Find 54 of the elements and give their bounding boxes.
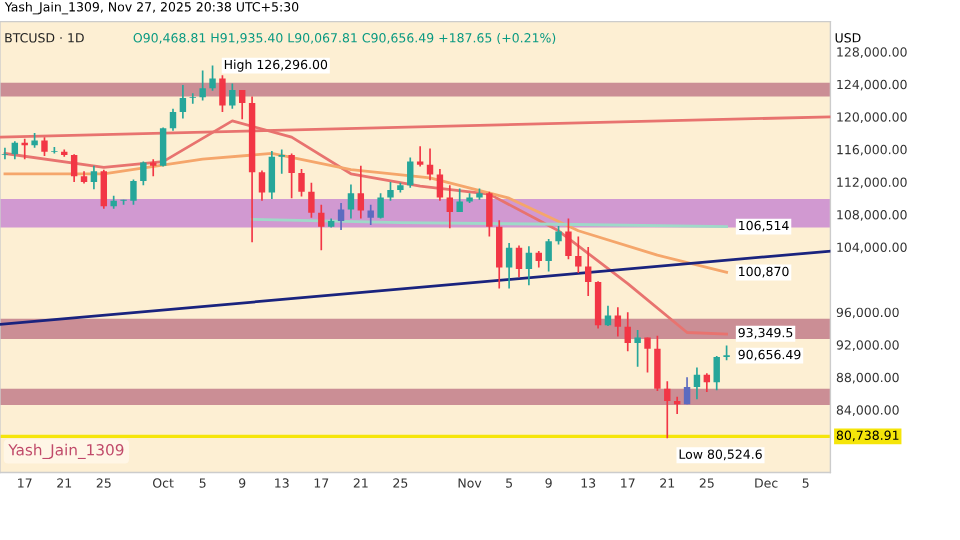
- candlestick: [1, 146, 9, 160]
- candlestick: [298, 168, 305, 198]
- candlestick: [614, 306, 622, 338]
- candlestick: [238, 89, 246, 121]
- candlestick: [584, 246, 592, 297]
- candlestick: [713, 355, 720, 392]
- candlestick: [189, 92, 196, 105]
- candlestick: [624, 311, 631, 353]
- candlestick: [41, 136, 48, 157]
- candlestick: [594, 280, 602, 330]
- candlestick: [258, 169, 266, 202]
- candlestick: [318, 203, 325, 252]
- candlestick: [199, 69, 206, 102]
- candlestick: [683, 376, 691, 405]
- candlestick: [654, 334, 661, 392]
- candlestick: [486, 190, 493, 238]
- candlestick: [634, 329, 641, 368]
- candlestick: [515, 244, 523, 278]
- candlestick: [693, 366, 701, 401]
- candlestick: [644, 336, 651, 374]
- candlestick: [169, 107, 177, 132]
- candlestick: [604, 304, 612, 327]
- candlestick: [377, 192, 384, 220]
- candlestick: [219, 74, 226, 113]
- line-series: [3, 152, 728, 274]
- candlestick: [150, 158, 157, 178]
- candlestick: [337, 202, 345, 231]
- candlestick: [436, 168, 444, 202]
- candlestick: [278, 148, 285, 175]
- candlestick: [426, 147, 434, 182]
- candlestick: [308, 181, 315, 219]
- candlestick: [347, 183, 355, 220]
- candlestick: [100, 168, 108, 210]
- candlestick: [555, 225, 562, 246]
- candlestick: [288, 152, 295, 200]
- candlestick: [229, 82, 236, 110]
- candlestick: [159, 126, 167, 168]
- candlestick: [357, 164, 365, 220]
- candlestick: [446, 184, 454, 230]
- candlestick: [664, 380, 671, 440]
- candlestick: [90, 164, 98, 191]
- candlestick: [387, 181, 394, 202]
- candlestick: [268, 150, 276, 200]
- candlestick: [179, 84, 187, 120]
- candlestick: [496, 219, 503, 290]
- candlestick: [209, 64, 216, 92]
- candlestick: [505, 242, 513, 290]
- candlestick: [525, 245, 533, 287]
- candlestick: [575, 235, 582, 274]
- candlestick: [70, 153, 78, 183]
- candlestick: [367, 203, 374, 226]
- candlestick: [565, 217, 572, 261]
- candlestick: [545, 238, 552, 273]
- candlestick: [407, 156, 414, 189]
